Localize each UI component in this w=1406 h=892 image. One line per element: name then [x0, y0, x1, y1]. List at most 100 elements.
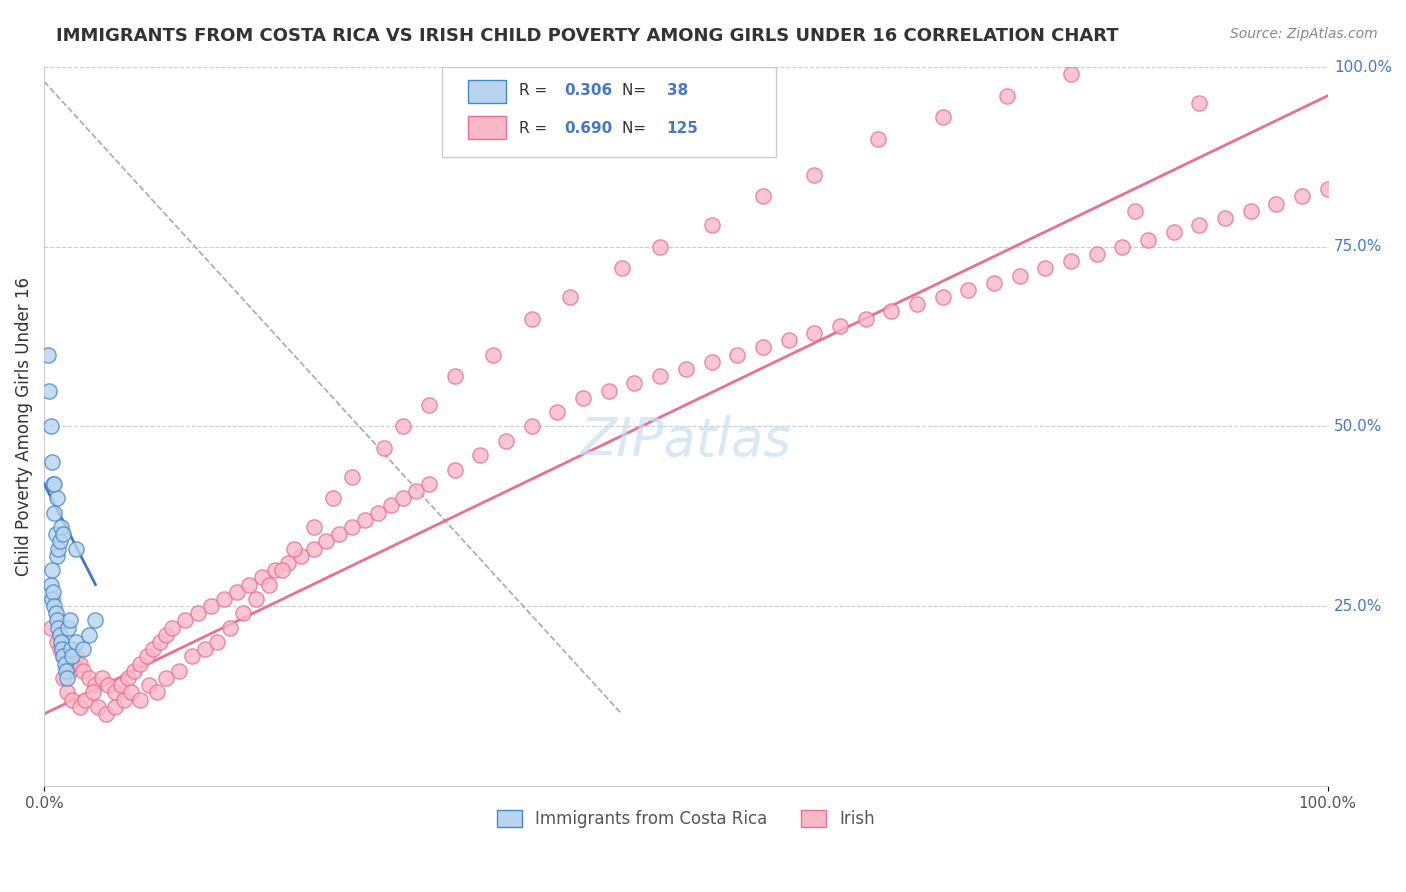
- Point: [1123, 203, 1146, 218]
- Point: [129, 692, 152, 706]
- Point: [264, 563, 287, 577]
- Point: [257, 577, 280, 591]
- Point: [142, 642, 165, 657]
- Bar: [468, 80, 506, 103]
- Point: [1188, 96, 1211, 111]
- Point: [675, 362, 697, 376]
- Point: [1085, 247, 1108, 261]
- Point: [46, 491, 69, 506]
- Text: 125: 125: [666, 120, 699, 136]
- Point: [392, 491, 415, 506]
- Point: [46, 621, 69, 635]
- Point: [60, 642, 83, 657]
- Point: [1291, 189, 1313, 203]
- Point: [48, 534, 70, 549]
- Point: [482, 348, 505, 362]
- Point: [443, 462, 465, 476]
- Point: [392, 419, 415, 434]
- Point: [120, 685, 142, 699]
- Point: [880, 304, 903, 318]
- Point: [315, 534, 337, 549]
- Point: [193, 642, 215, 657]
- Point: [167, 664, 190, 678]
- Point: [725, 348, 748, 362]
- Point: [187, 607, 209, 621]
- Point: [803, 326, 825, 340]
- Point: [48, 642, 70, 657]
- Point: [252, 570, 274, 584]
- Point: [219, 621, 242, 635]
- Point: [405, 484, 427, 499]
- FancyBboxPatch shape: [441, 67, 776, 157]
- Point: [112, 692, 135, 706]
- Point: [200, 599, 222, 614]
- Point: [58, 621, 80, 635]
- Point: [225, 584, 247, 599]
- Point: [232, 607, 254, 621]
- Text: IMMIGRANTS FROM COSTA RICA VS IRISH CHILD POVERTY AMONG GIRLS UNDER 16 CORRELATI: IMMIGRANTS FROM COSTA RICA VS IRISH CHIL…: [56, 27, 1119, 45]
- Point: [37, 348, 59, 362]
- Point: [470, 448, 492, 462]
- Point: [1265, 196, 1288, 211]
- Point: [75, 692, 97, 706]
- Point: [104, 685, 127, 699]
- Point: [49, 520, 72, 534]
- Point: [1213, 211, 1236, 225]
- Point: [1136, 233, 1159, 247]
- Point: [110, 678, 132, 692]
- Point: [354, 513, 377, 527]
- Point: [53, 657, 76, 671]
- Point: [322, 491, 344, 506]
- Point: [245, 591, 267, 606]
- Point: [59, 664, 82, 678]
- Point: [77, 628, 100, 642]
- Point: [59, 614, 82, 628]
- Point: [283, 541, 305, 556]
- Point: [104, 699, 127, 714]
- Point: [60, 649, 83, 664]
- Point: [45, 527, 67, 541]
- Bar: [468, 116, 506, 139]
- Point: [700, 218, 723, 232]
- Point: [77, 671, 100, 685]
- Point: [52, 649, 75, 664]
- Point: [46, 549, 69, 563]
- Text: Source: ZipAtlas.com: Source: ZipAtlas.com: [1230, 27, 1378, 41]
- Point: [828, 318, 851, 333]
- Point: [1033, 261, 1056, 276]
- Point: [56, 671, 79, 685]
- Point: [38, 384, 60, 398]
- Point: [51, 642, 73, 657]
- Point: [752, 189, 775, 203]
- Point: [207, 635, 229, 649]
- Point: [60, 692, 83, 706]
- Point: [69, 657, 91, 671]
- Point: [49, 635, 72, 649]
- Text: 25.0%: 25.0%: [1334, 599, 1382, 614]
- Point: [270, 563, 292, 577]
- Point: [174, 614, 197, 628]
- Point: [56, 685, 79, 699]
- Point: [52, 527, 75, 541]
- Point: [117, 671, 139, 685]
- Point: [146, 685, 169, 699]
- Point: [52, 649, 75, 664]
- Point: [65, 649, 87, 664]
- Point: [39, 621, 62, 635]
- Point: [572, 391, 595, 405]
- Point: [42, 584, 65, 599]
- Point: [778, 333, 800, 347]
- Point: [90, 671, 112, 685]
- Text: R =: R =: [519, 120, 553, 136]
- Point: [1008, 268, 1031, 283]
- Point: [94, 706, 117, 721]
- Point: [623, 376, 645, 391]
- Point: [46, 614, 69, 628]
- Point: [44, 477, 66, 491]
- Point: [367, 506, 389, 520]
- Point: [495, 434, 517, 448]
- Point: [41, 591, 63, 606]
- Point: [520, 311, 543, 326]
- Point: [650, 369, 672, 384]
- Point: [180, 649, 202, 664]
